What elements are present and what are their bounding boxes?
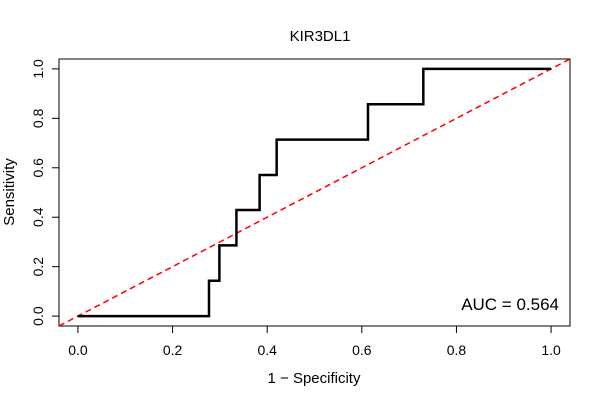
x-tick-label: 0.2 [163, 342, 183, 358]
y-tick-label: 0.6 [30, 158, 46, 178]
series-layer [59, 59, 570, 326]
y-tick-label: 0.4 [30, 207, 46, 227]
x-tick-label: 0.0 [68, 342, 88, 358]
reference-diagonal-line [59, 59, 570, 326]
y-axis-label: Sensitivity [1, 158, 18, 226]
x-tick-label: 0.4 [257, 342, 277, 358]
y-axis: 0.0 0.2 0.4 0.6 0.8 1.0 [30, 59, 59, 326]
plot-frame [58, 58, 571, 327]
y-tick-label: 0.2 [30, 257, 46, 277]
x-tick-label: 1.0 [541, 342, 561, 358]
x-axis: 0.0 0.2 0.4 0.6 0.8 1.0 [68, 326, 561, 358]
x-tick-label: 0.8 [447, 342, 467, 358]
x-axis-label: 1 − Specificity [268, 370, 361, 387]
roc-curve-line [77, 67, 552, 318]
y-tick-label: 0.0 [30, 306, 46, 326]
auc-annotation: AUC = 0.564 [461, 295, 559, 314]
y-tick-label: 1.0 [30, 59, 46, 79]
x-tick-label: 0.6 [352, 342, 372, 358]
y-tick-label: 0.8 [30, 108, 46, 128]
chart-title: KIR3DL1 [290, 28, 351, 45]
